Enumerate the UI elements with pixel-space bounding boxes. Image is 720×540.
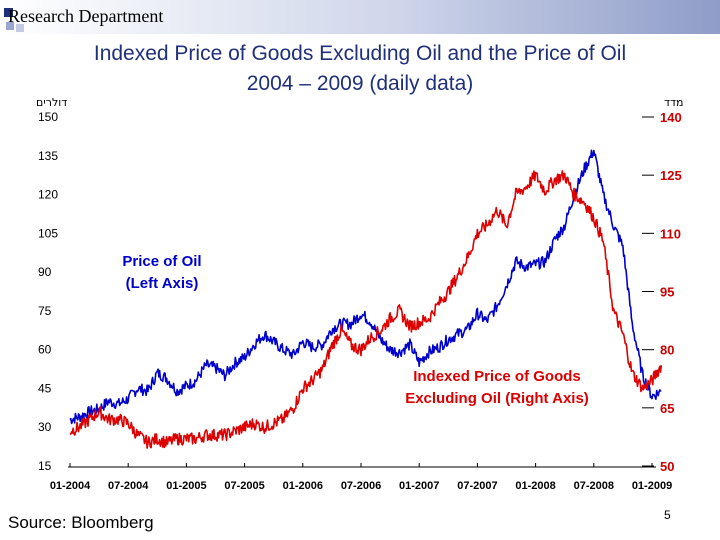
left-tick-label: 15 bbox=[38, 459, 52, 473]
left-tick-label: 90 bbox=[38, 265, 52, 279]
oil-price-line bbox=[69, 149, 662, 425]
x-tick-label: 07-2008 bbox=[574, 480, 614, 492]
x-tick-label: 07-2005 bbox=[224, 480, 264, 492]
x-axis-ticks: 01-2004 07-2004 01-2005 07-2005 01-2006 07-20… bbox=[50, 463, 672, 492]
x-tick-label: 01-2007 bbox=[399, 480, 439, 492]
oil-annotation-line: (Left Axis) bbox=[126, 275, 199, 292]
left-tick-label: 30 bbox=[38, 420, 52, 434]
left-tick-label: 105 bbox=[38, 226, 58, 240]
header-square-mid bbox=[6, 22, 14, 30]
left-tick-label: 120 bbox=[38, 188, 58, 202]
goods-annotation-line: Excluding Oil (Right Axis) bbox=[405, 390, 589, 407]
right-tick-label: 110 bbox=[660, 226, 681, 241]
x-tick-label: 01-2008 bbox=[515, 480, 555, 492]
x-tick-label: 07-2006 bbox=[341, 480, 381, 492]
right-tick-label: 95 bbox=[660, 285, 674, 300]
header-square-light bbox=[16, 24, 24, 32]
right-axis-unit-label: מדד bbox=[664, 96, 683, 109]
annotations: Price of Oil (Left Axis) Indexed Price of … bbox=[122, 253, 588, 407]
right-tick-label: 140 bbox=[660, 110, 682, 125]
x-tick-label: 07-2004 bbox=[108, 480, 149, 492]
x-tick-label: 01-2004 bbox=[50, 480, 91, 492]
right-tick-label: 50 bbox=[660, 459, 674, 474]
x-tick-label: 01-2005 bbox=[166, 480, 206, 492]
slide-subtitle: 2004 – 2009 (daily data) bbox=[246, 72, 474, 95]
right-tick-label: 65 bbox=[660, 401, 674, 416]
page-number: 5 bbox=[664, 508, 671, 522]
left-tick-label: 135 bbox=[38, 149, 58, 163]
goods-annotation-line: Indexed Price of Goods bbox=[413, 368, 581, 385]
slide-title: Indexed Price of Goods Excluding Oil and… bbox=[93, 42, 627, 65]
left-tick-label: 60 bbox=[38, 343, 52, 357]
left-axis-ticks: 150 135 120 105 90 75 60 45 30 15 bbox=[38, 110, 58, 473]
goods-index-line bbox=[69, 170, 663, 449]
left-tick-label: 75 bbox=[38, 304, 52, 318]
right-axis-ticks: 140 125 110 95 80 65 50 bbox=[642, 110, 682, 474]
x-tick-label: 01-2009 bbox=[632, 480, 672, 492]
series-lines bbox=[69, 149, 663, 449]
source-note: Source: Bloomberg bbox=[8, 513, 154, 532]
x-tick-label: 01-2006 bbox=[283, 480, 323, 492]
left-axis-unit-label: דולרים bbox=[36, 96, 67, 109]
department-label: Research Department bbox=[8, 6, 164, 26]
left-tick-label: 150 bbox=[38, 110, 58, 124]
left-tick-label: 45 bbox=[38, 381, 52, 395]
oil-annotation-line: Price of Oil bbox=[122, 253, 201, 270]
x-tick-label: 07-2007 bbox=[457, 480, 497, 492]
header-square-dark bbox=[4, 8, 13, 17]
right-tick-label: 80 bbox=[660, 343, 674, 358]
right-tick-label: 125 bbox=[660, 168, 682, 183]
header-bar bbox=[0, 0, 720, 34]
